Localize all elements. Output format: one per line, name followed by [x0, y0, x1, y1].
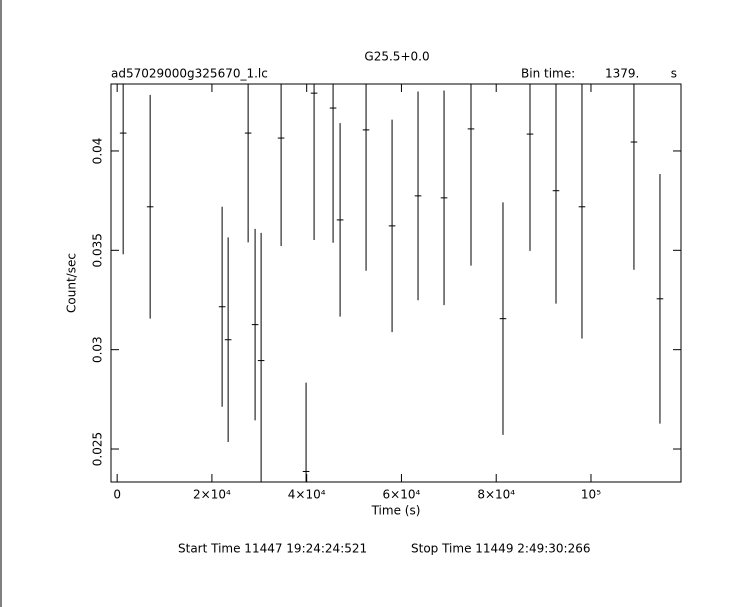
chart-title: G25.5+0.0 — [364, 50, 429, 64]
y-axis-label: Count/sec — [65, 253, 79, 313]
stop-time: Stop Time 11449 2:49:30:266 — [411, 542, 590, 556]
plot-frame — [110, 83, 682, 483]
subtitle: ad57029000g325670_1.lc — [111, 67, 268, 81]
bin-time-unit: s — [671, 67, 677, 81]
y-tick-label: 0.025 — [91, 432, 105, 466]
x-tick-label: 0 — [113, 488, 121, 502]
x-axis-label: Time (s) — [371, 504, 421, 518]
x-tick-label: 6×10⁴ — [383, 488, 421, 502]
plot-area — [119, 84, 664, 482]
y-tick-label: 0.035 — [91, 233, 105, 267]
x-tick-label: 10⁵ — [581, 488, 601, 502]
start-time: Start Time 11447 19:24:24:521 — [178, 542, 367, 556]
x-tick-label: 8×10⁴ — [477, 488, 515, 502]
y-tick-label: 0.04 — [91, 138, 105, 165]
bin-time-label: Bin time: — [521, 67, 575, 81]
y-tick-label: 0.03 — [91, 336, 105, 363]
bin-time: 1379. — [605, 67, 639, 81]
x-tick-label: 2×10⁴ — [193, 488, 231, 502]
x-tick-label: 4×10⁴ — [288, 488, 326, 502]
